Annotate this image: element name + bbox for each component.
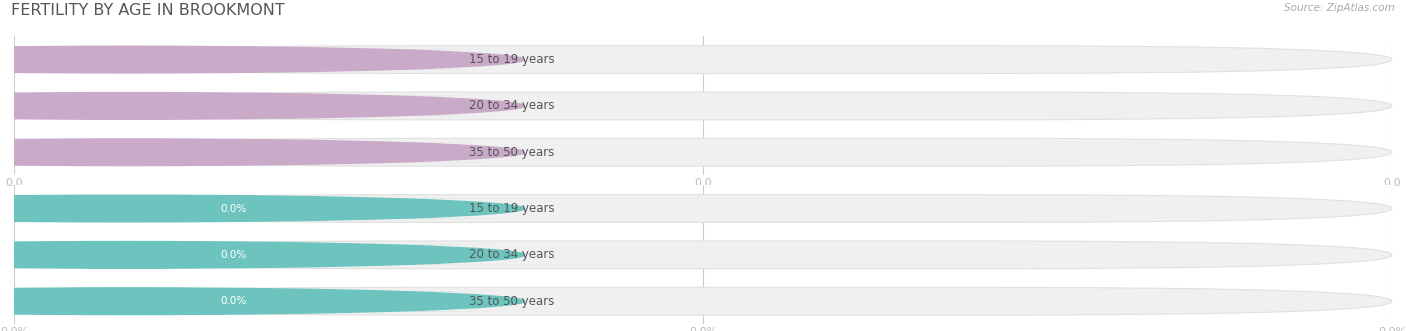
Text: 0.0%: 0.0% (219, 250, 246, 260)
FancyBboxPatch shape (14, 195, 1392, 222)
Text: FERTILITY BY AGE IN BROOKMONT: FERTILITY BY AGE IN BROOKMONT (11, 3, 285, 18)
FancyBboxPatch shape (0, 96, 498, 116)
Circle shape (0, 288, 524, 314)
Text: 0.0%: 0.0% (219, 296, 246, 306)
Text: 0.0%: 0.0% (219, 204, 246, 213)
Text: Source: ZipAtlas.com: Source: ZipAtlas.com (1284, 3, 1395, 13)
Circle shape (0, 195, 524, 222)
Text: 35 to 50 years: 35 to 50 years (468, 295, 554, 308)
FancyBboxPatch shape (0, 50, 498, 70)
FancyBboxPatch shape (0, 199, 498, 218)
Text: 0.0: 0.0 (225, 101, 242, 111)
Text: 0.0: 0.0 (225, 147, 242, 157)
FancyBboxPatch shape (0, 142, 498, 162)
FancyBboxPatch shape (14, 46, 1392, 73)
FancyBboxPatch shape (14, 138, 1392, 166)
Text: 15 to 19 years: 15 to 19 years (468, 53, 554, 66)
FancyBboxPatch shape (14, 241, 1392, 269)
FancyBboxPatch shape (14, 287, 1392, 315)
Circle shape (0, 139, 524, 166)
FancyBboxPatch shape (0, 245, 498, 265)
Circle shape (0, 46, 524, 73)
Text: 15 to 19 years: 15 to 19 years (468, 202, 554, 215)
FancyBboxPatch shape (14, 92, 1392, 120)
Text: 35 to 50 years: 35 to 50 years (468, 146, 554, 159)
Text: 0.0: 0.0 (225, 55, 242, 65)
FancyBboxPatch shape (0, 291, 498, 311)
Text: 20 to 34 years: 20 to 34 years (468, 99, 554, 113)
Text: 20 to 34 years: 20 to 34 years (468, 248, 554, 261)
Circle shape (0, 93, 524, 119)
Circle shape (0, 242, 524, 268)
